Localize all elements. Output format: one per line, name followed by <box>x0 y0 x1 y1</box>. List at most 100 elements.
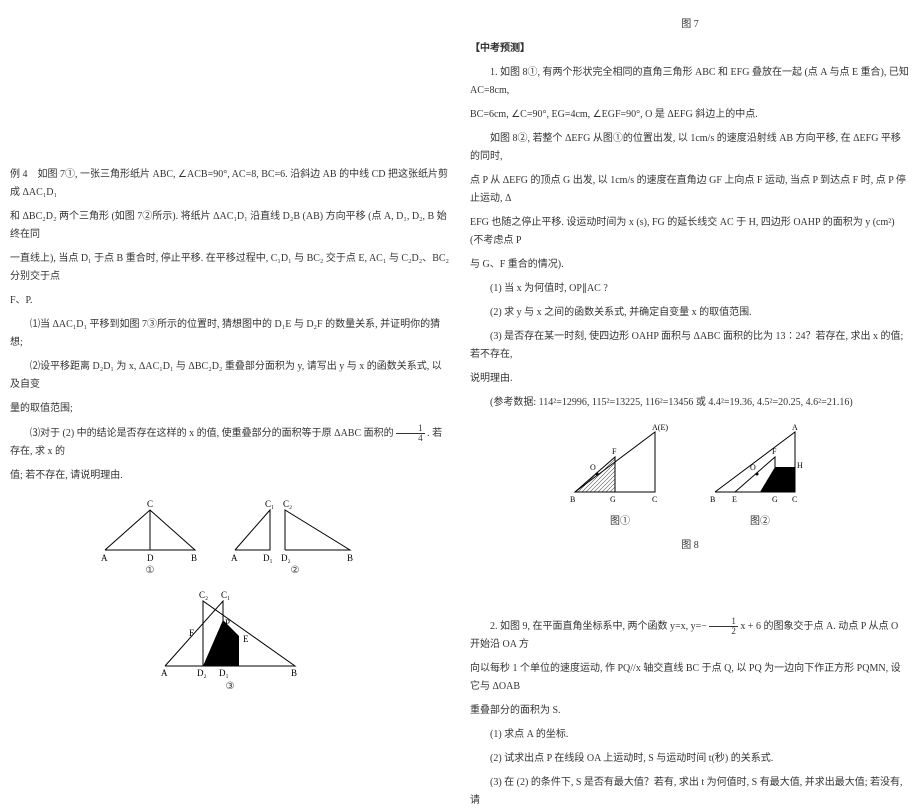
p: (3) 在 (2) 的条件下, S 是否有最大值？若有, 求出 t 为何值时, … <box>470 774 910 810</box>
caption-8: 图 8 <box>470 537 910 555</box>
p: 例 4 如图 7①, 一张三角形纸片 ABC, ∠ACB=90°, AC=8, … <box>10 166 450 202</box>
p: ⑶对于 (2) 中的结论是否存在这样的 x 的值, 使重叠部分的面积等于原 ΔA… <box>10 424 450 461</box>
caption-7: 图 7 <box>470 16 910 34</box>
svg-text:A: A <box>161 668 168 678</box>
p: 和 ΔBC₂D₂ 两个三角形 (如图 7②所示). 将纸片 ΔAC₁D₁ 沿直线… <box>10 208 450 244</box>
figure-2: A D₁ D₂ B C₁ C₂ ② <box>225 495 365 576</box>
figure-8b: B G C A F O H P E 图② <box>700 422 820 527</box>
caption: 图② <box>700 512 820 527</box>
figure-1: A D B C ① <box>95 495 205 576</box>
p: 向以每秒 1 个单位的速度运动, 作 PQ//x 轴交直线 BC 于点 Q, 以… <box>470 660 910 696</box>
p: 量的取值范围; <box>10 400 450 418</box>
svg-text:C₂: C₂ <box>283 499 292 509</box>
right-column: 图 7 【中考预测】 1. 如图 8①, 有两个形状完全相同的直角三角形 ABC… <box>470 10 910 640</box>
svg-text:D₂: D₂ <box>281 553 291 563</box>
p: 与 G、F 重合的情况). <box>470 256 910 274</box>
p: (3) 是否存在某一时刻, 使四边形 OAHP 面积与 ΔABC 面积的比为 1… <box>470 328 910 364</box>
svg-text:A(E): A(E) <box>652 423 668 432</box>
svg-text:C₁: C₁ <box>221 590 230 600</box>
triangle-1-svg: A D B C <box>95 495 205 565</box>
text: 图 7 <box>681 19 699 30</box>
fig8a-svg: B G C A(E) F O <box>560 422 680 512</box>
svg-text:A: A <box>101 553 108 563</box>
left-column: 例 4 如图 7①, 一张三角形纸片 ABC, ∠ACB=90°, AC=8, … <box>10 10 450 640</box>
text: 重叠部分的面积为 S. <box>470 705 561 716</box>
p: F、P. <box>10 292 450 310</box>
svg-text:D₁: D₁ <box>219 668 229 678</box>
text: 和 ΔBC₂D₂ 两个三角形 (如图 7②所示). 将纸片 ΔAC₁D₁ 沿直线… <box>10 211 447 240</box>
p: (参考数据: 114²=12996, 115²=13225, 116²=1345… <box>470 394 910 412</box>
text: BC=6cm, ∠C=90°, EG=4cm, ∠EGF=90°, O 是 ΔE… <box>470 109 758 120</box>
svg-text:F: F <box>189 628 194 638</box>
figure-8-row: B G C A(E) F O 图① B G C A F O H <box>470 422 910 527</box>
svg-text:B: B <box>710 495 715 504</box>
p: (2) 求 y 与 x 之间的函数关系式, 并确定自变量 x 的取值范围. <box>470 304 910 322</box>
text: 量的取值范围; <box>10 403 73 414</box>
svg-text:P: P <box>225 618 230 628</box>
text: 值; 若不存在, 请说明理由. <box>10 470 123 481</box>
p: 重叠部分的面积为 S. <box>470 702 910 720</box>
text: 向以每秒 1 个单位的速度运动, 作 PQ//x 轴交直线 BC 于点 Q, 以… <box>470 663 901 692</box>
caption: ① <box>95 565 205 576</box>
fraction: 14 <box>396 424 425 443</box>
p: ⑵设平移距离 D₂D₁ 为 x, ΔAC₁D₁ 与 ΔBC₂D₂ 重叠部分面积为… <box>10 358 450 394</box>
svg-text:G: G <box>772 495 778 504</box>
p: BC=6cm, ∠C=90°, EG=4cm, ∠EGF=90°, O 是 ΔE… <box>470 106 910 124</box>
text: 一直线上), 当点 D₁ 于点 B 重合时, 停止平移. 在平移过程中, C₁D… <box>10 253 449 282</box>
svg-text:C: C <box>652 495 657 504</box>
text: (2) 求 y 与 x 之间的函数关系式, 并确定自变量 x 的取值范围. <box>490 307 752 318</box>
text: 图 8 <box>681 540 699 551</box>
heading: 【中考预测】 <box>470 40 910 58</box>
p: 一直线上), 当点 D₁ 于点 B 重合时, 停止平移. 在平移过程中, C₁D… <box>10 250 450 286</box>
svg-text:D₂: D₂ <box>197 668 207 678</box>
text: 例 4 如图 7①, 一张三角形纸片 ABC, ∠ACB=90°, AC=8, … <box>10 169 448 198</box>
p: ⑴当 ΔAC₁D₁ 平移到如图 7③所示的位置时, 猜想图中的 D₁E 与 D₂… <box>10 316 450 352</box>
figure-8a: B G C A(E) F O 图① <box>560 422 680 527</box>
text: 说明理由. <box>470 373 513 384</box>
p: EFG 也随之停止平移. 设运动时间为 x (s), FG 的延长线交 AC 于… <box>470 214 910 250</box>
svg-text:C₁: C₁ <box>265 499 274 509</box>
svg-text:P: P <box>778 475 783 484</box>
text: ⑵设平移距离 D₂D₁ 为 x, ΔAC₁D₁ 与 ΔBC₂D₂ 重叠部分面积为… <box>10 361 442 390</box>
svg-text:B: B <box>347 553 353 563</box>
svg-text:E: E <box>243 634 249 644</box>
svg-text:O: O <box>590 463 596 472</box>
text: 点 P 从 ΔEFG 的顶点 G 出发, 以 1cm/s 的速度在直角边 GF … <box>470 175 906 204</box>
text: 1. 如图 8①, 有两个形状完全相同的直角三角形 ABC 和 EFG 叠放在一… <box>470 67 909 96</box>
p: (1) 当 x 为何值时, OP∥AC ? <box>470 280 910 298</box>
svg-text:H: H <box>797 461 803 470</box>
svg-text:A: A <box>792 423 798 432</box>
text: 2. 如图 9, 在平面直角坐标系中, 两个函数 y=x, y=− <box>490 621 709 632</box>
svg-text:B: B <box>191 553 197 563</box>
p: (2) 试求出点 P 在线段 OA 上运动时, S 与运动时间 t(秒) 的关系… <box>470 750 910 768</box>
text: F、P. <box>10 295 33 306</box>
figure-row-2: A D₂ D₁ B C₂ C₁ F P E ③ <box>10 586 450 692</box>
text: ⑶对于 (2) 中的结论是否存在这样的 x 的值, 使重叠部分的面积等于原 ΔA… <box>30 428 396 439</box>
svg-text:F: F <box>772 447 777 456</box>
text: EFG 也随之停止平移. 设运动时间为 x (s), FG 的延长线交 AC 于… <box>470 217 895 246</box>
figure-row: A D B C ① A D₁ D₂ B C₁ C₂ ② <box>10 495 450 576</box>
text: (3) 是否存在某一时刻, 使四边形 OAHP 面积与 ΔABC 面积的比为 1… <box>470 331 903 360</box>
text: 与 G、F 重合的情况). <box>470 259 564 270</box>
svg-text:G: G <box>610 495 616 504</box>
fraction: 12 <box>709 617 738 636</box>
text: (1) 求点 A 的坐标. <box>490 729 568 740</box>
triangle-3-svg: A D₂ D₁ B C₂ C₁ F P E <box>155 586 305 681</box>
text: (参考数据: 114²=12996, 115²=13225, 116²=1345… <box>490 397 853 408</box>
p: 2. 如图 9, 在平面直角坐标系中, 两个函数 y=x, y=− 12 x +… <box>470 617 910 654</box>
svg-text:D: D <box>147 553 154 563</box>
svg-text:B: B <box>570 495 575 504</box>
figure-3: A D₂ D₁ B C₂ C₁ F P E ③ <box>155 586 305 692</box>
p: (1) 求点 A 的坐标. <box>470 726 910 744</box>
text: (2) 试求出点 P 在线段 OA 上运动时, S 与运动时间 t(秒) 的关系… <box>490 753 773 764</box>
caption: 图① <box>560 512 680 527</box>
p: 说明理由. <box>470 370 910 388</box>
caption: ② <box>225 565 365 576</box>
text: ⑴当 ΔAC₁D₁ 平移到如图 7③所示的位置时, 猜想图中的 D₁E 与 D₂… <box>10 319 440 348</box>
p: 值; 若不存在, 请说明理由. <box>10 467 450 485</box>
svg-text:C: C <box>792 495 797 504</box>
svg-text:C: C <box>147 499 153 509</box>
svg-text:F: F <box>612 447 617 456</box>
svg-text:O: O <box>750 463 756 472</box>
svg-text:E: E <box>732 495 737 504</box>
